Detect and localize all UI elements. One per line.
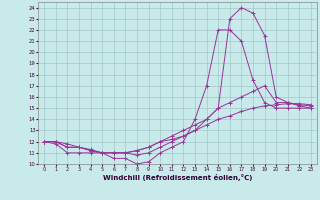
X-axis label: Windchill (Refroidissement éolien,°C): Windchill (Refroidissement éolien,°C) bbox=[103, 174, 252, 181]
